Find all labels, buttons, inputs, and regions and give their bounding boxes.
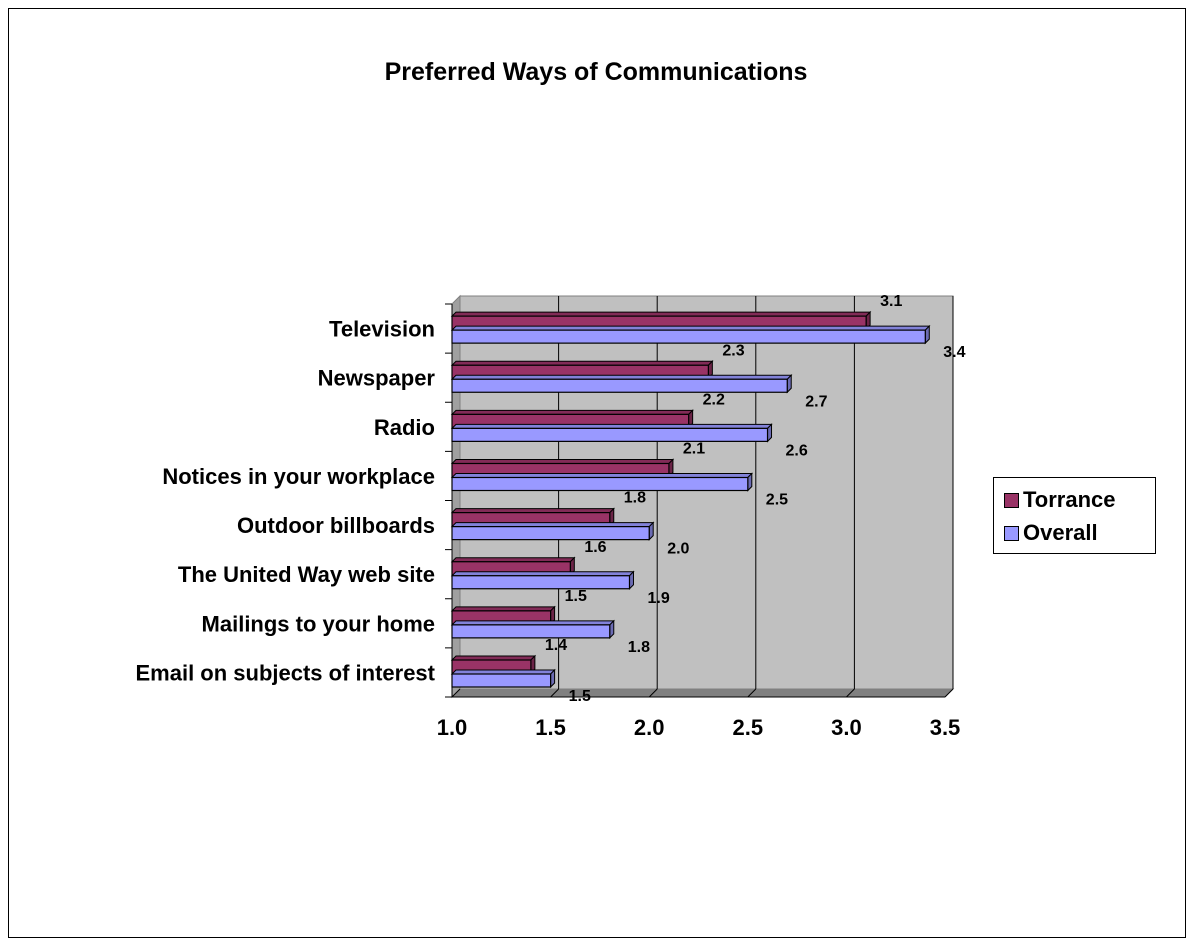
- data-label-torrance: 1.6: [584, 539, 606, 556]
- category-label: Notices in your workplace: [162, 464, 435, 489]
- chart-title: Preferred Ways of Communications: [384, 58, 808, 86]
- data-label-overall: 2.0: [667, 541, 689, 558]
- legend-item-overall: Overall: [1004, 520, 1098, 546]
- legend-label-overall: Overall: [1023, 520, 1098, 545]
- data-label-overall: 1.8: [628, 639, 650, 656]
- data-label-torrance: 1.8: [624, 490, 646, 507]
- data-label-torrance: 1.4: [545, 637, 567, 654]
- x-tick-label: 3.5: [930, 715, 961, 740]
- category-label: Television: [329, 317, 435, 342]
- bar-top-torrance: [450, 360, 714, 366]
- category-label: Mailings to your home: [202, 611, 435, 636]
- x-grid-floor-line: [747, 688, 757, 698]
- bar-overall: [451, 476, 749, 492]
- data-label-torrance: 3.1: [880, 293, 902, 310]
- legend-swatch-overall: [1004, 525, 1019, 541]
- x-grid-floor-line: [944, 688, 954, 698]
- x-tick-label: 2.5: [733, 715, 764, 740]
- data-label-overall: 1.9: [647, 590, 669, 607]
- data-label-overall: 2.7: [805, 393, 827, 410]
- x-tick-label: 1.5: [535, 715, 566, 740]
- category-label: Email on subjects of interest: [135, 660, 435, 685]
- x-tick-label: 3.0: [831, 715, 862, 740]
- bar-top-overall: [450, 423, 773, 429]
- bar-top-torrance: [450, 311, 872, 317]
- bar-top-torrance: [450, 459, 675, 464]
- legend-item-torrance: Torrance: [1004, 487, 1116, 513]
- data-label-torrance: 2.1: [683, 441, 705, 458]
- bar-top-overall: [450, 374, 793, 380]
- bar-top-overall: [450, 473, 754, 478]
- bar-overall: [451, 673, 552, 688]
- bar-overall: [451, 378, 788, 393]
- x-tick-label: 2.0: [634, 715, 665, 740]
- data-label-torrance: 1.5: [565, 588, 587, 605]
- category-label: Newspaper: [318, 366, 436, 391]
- data-label-overall: 2.6: [786, 442, 808, 459]
- plot-floor: [450, 688, 955, 698]
- legend-label-torrance: Torrance: [1023, 487, 1116, 512]
- category-label: The United Way web site: [178, 562, 435, 587]
- legend-swatch-torrance: [1004, 492, 1019, 508]
- chart-legend: Torrance Overall: [993, 477, 1156, 554]
- bar-overall: [451, 427, 769, 442]
- data-label-torrance: 2.3: [722, 342, 744, 359]
- bar-top-torrance: [450, 409, 694, 415]
- bar-overall: [451, 624, 611, 639]
- x-grid-floor-line: [550, 688, 559, 698]
- data-label-torrance: 2.2: [703, 391, 725, 408]
- data-label-overall: 3.4: [943, 344, 965, 361]
- category-label: Radio: [374, 415, 435, 440]
- bar-top-overall: [450, 325, 931, 331]
- x-tick-label: 1.0: [437, 715, 468, 740]
- x-grid-floor-line: [846, 688, 855, 698]
- bar-overall: [451, 526, 650, 541]
- x-grid-floor-line: [451, 688, 461, 698]
- bar-overall: [451, 329, 926, 344]
- data-label-overall: 2.5: [766, 492, 788, 509]
- x-grid-floor-line: [648, 688, 658, 698]
- bar-overall: [451, 575, 631, 590]
- data-label-overall: 1.5: [569, 688, 591, 705]
- category-label: Outdoor billboards: [237, 513, 435, 538]
